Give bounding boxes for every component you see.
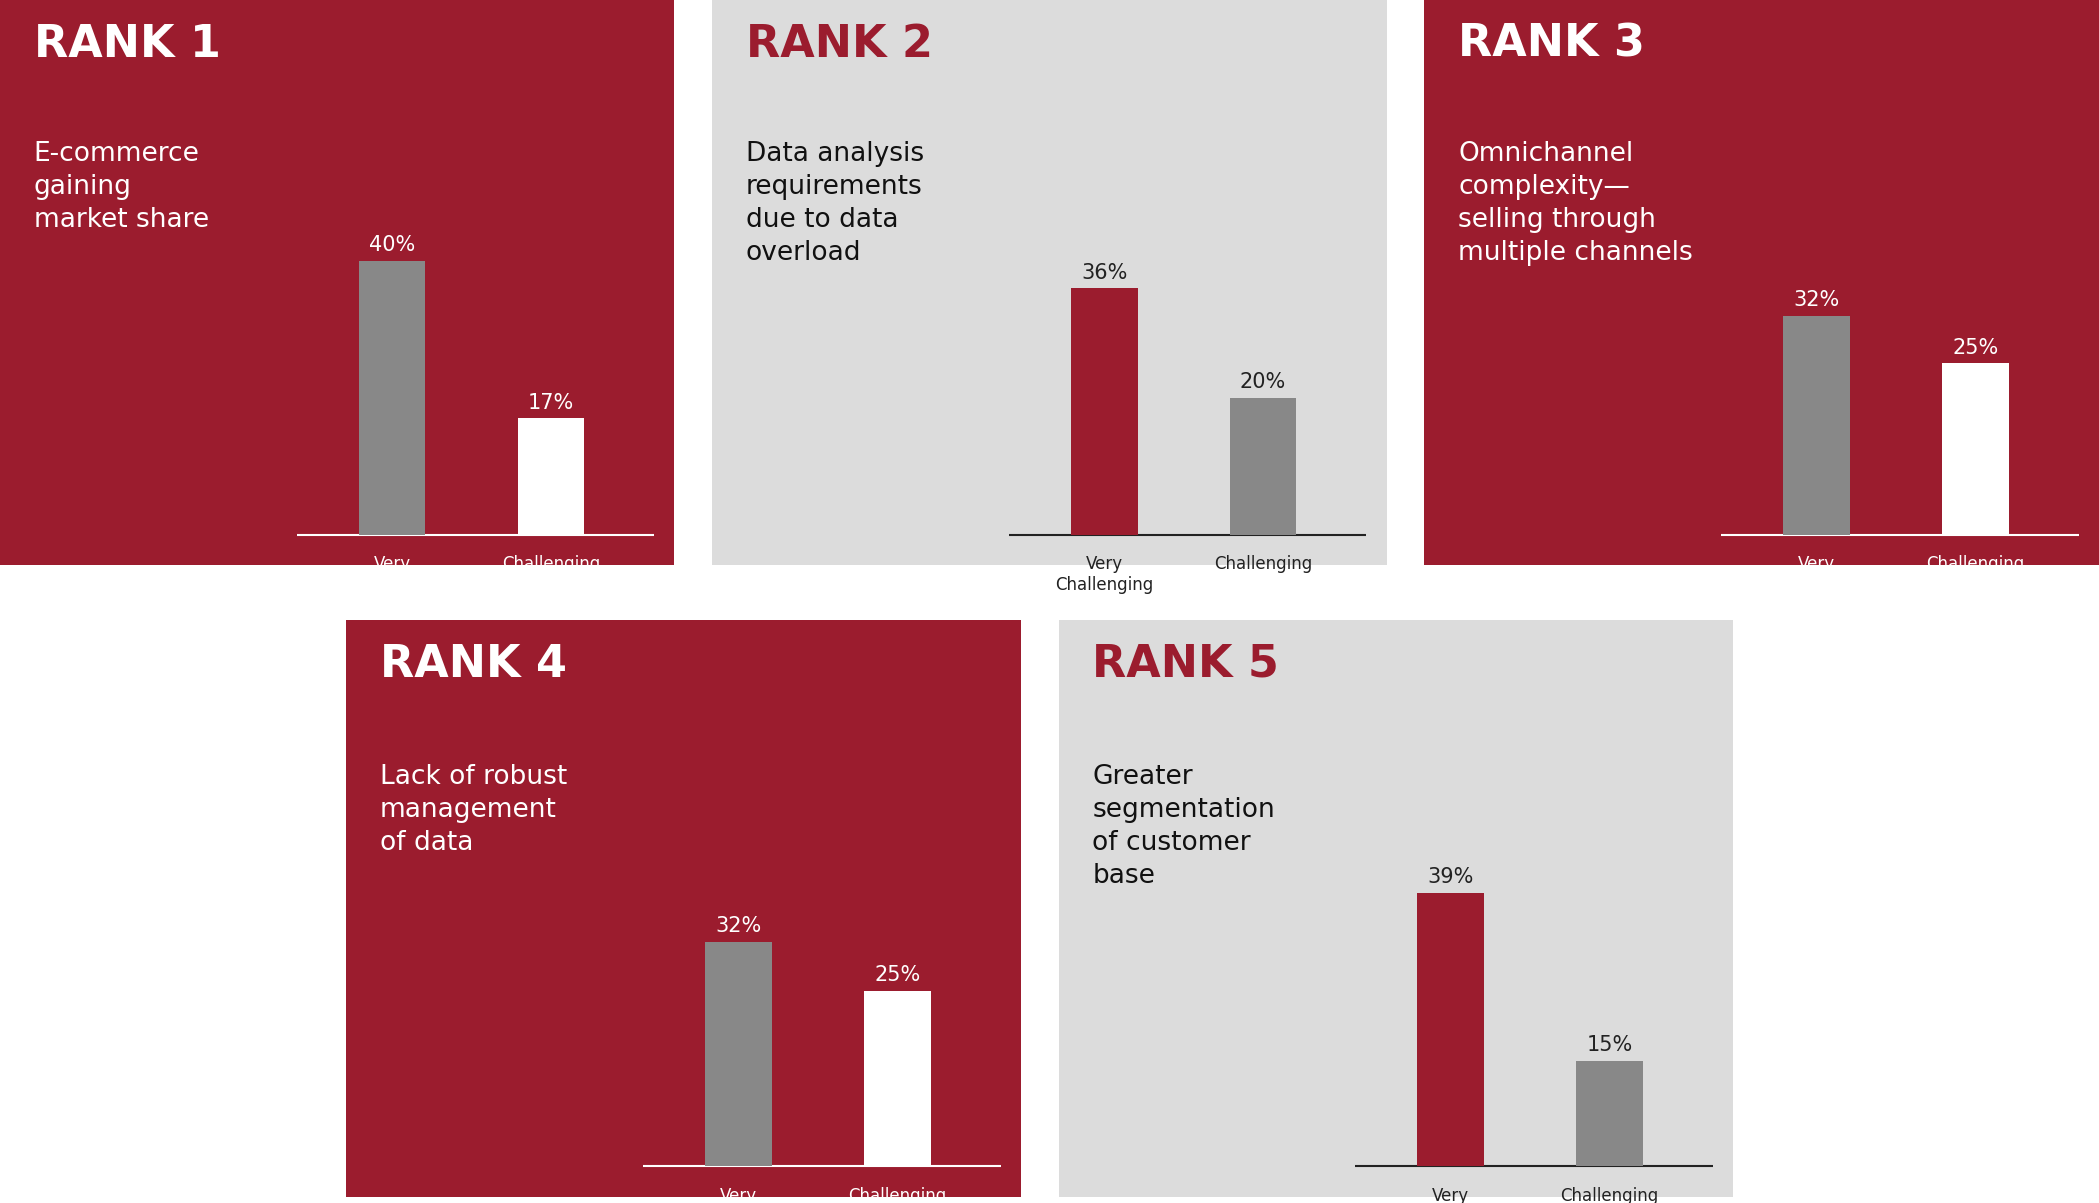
Text: RANK 4: RANK 4 bbox=[380, 642, 567, 686]
Bar bbox=[1576, 1061, 1644, 1166]
Text: 15%: 15% bbox=[1587, 1035, 1633, 1055]
Text: 25%: 25% bbox=[1952, 338, 1998, 358]
Text: RANK 1: RANK 1 bbox=[34, 23, 220, 66]
Bar bbox=[1070, 289, 1138, 535]
Bar bbox=[1782, 315, 1849, 535]
Text: 39%: 39% bbox=[1427, 867, 1473, 888]
Bar bbox=[705, 942, 772, 1166]
Text: Greater
segmentation
of customer
base: Greater segmentation of customer base bbox=[1091, 764, 1274, 889]
Bar bbox=[518, 419, 584, 535]
Text: Data analysis
requirements
due to data
overload: Data analysis requirements due to data o… bbox=[745, 141, 924, 266]
Bar bbox=[1230, 398, 1297, 535]
Text: 40%: 40% bbox=[369, 236, 416, 255]
Text: RANK 5: RANK 5 bbox=[1091, 642, 1278, 686]
Text: 32%: 32% bbox=[1793, 290, 1839, 310]
Text: RANK 2: RANK 2 bbox=[745, 23, 932, 66]
Text: 20%: 20% bbox=[1241, 372, 1287, 392]
Text: 32%: 32% bbox=[716, 917, 762, 936]
Bar bbox=[1942, 363, 2009, 535]
Text: 25%: 25% bbox=[873, 965, 919, 985]
Bar bbox=[359, 261, 426, 535]
Text: 36%: 36% bbox=[1081, 262, 1127, 283]
Text: Omnichannel
complexity—
selling through
multiple channels: Omnichannel complexity— selling through … bbox=[1459, 141, 1694, 266]
Text: E-commerce
gaining
market share: E-commerce gaining market share bbox=[34, 141, 208, 233]
Bar bbox=[865, 991, 930, 1166]
Bar bbox=[1417, 893, 1484, 1166]
Text: 17%: 17% bbox=[527, 393, 573, 413]
Text: Lack of robust
management
of data: Lack of robust management of data bbox=[380, 764, 567, 855]
Text: RANK 3: RANK 3 bbox=[1459, 23, 1646, 66]
